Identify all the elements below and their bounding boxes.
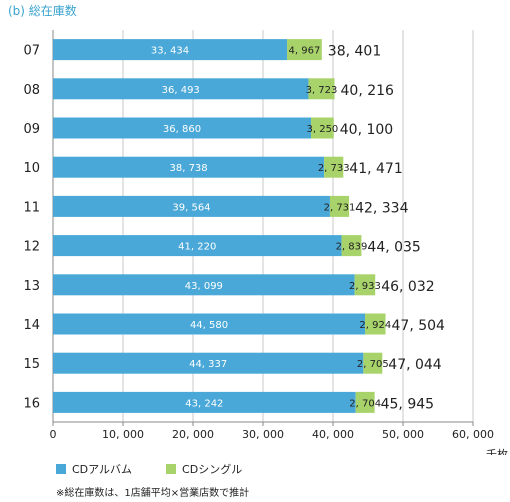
bar-album [53,313,366,335]
total-label: 41, 471 [349,161,402,177]
bar-single [363,352,383,374]
bar-album [53,391,356,413]
data-label-album: 39, 564 [172,202,210,213]
bar-album [53,235,342,257]
chart-title: (b) 総在庫数 [8,4,77,18]
data-label-single: 3, 723 [306,85,338,96]
data-label-single: 2, 839 [336,242,368,253]
x-tick-label: 30, 000 [242,428,284,441]
data-label-single: 2, 731 [324,202,356,213]
total-label: 45, 945 [381,396,434,412]
data-label-album: 33, 434 [151,46,189,57]
bar-single [329,195,350,217]
category-label: 10 [23,161,40,176]
x-tick-label: 50, 000 [382,428,424,441]
bar-single [354,274,376,296]
legend-label-album: CDアルバム [72,463,133,476]
category-label: 14 [23,318,40,333]
x-tick-label: 10, 000 [102,428,144,441]
category-label: 12 [23,240,40,255]
bar-album [53,274,355,296]
legend-item-single: CDシングル [166,461,242,477]
total-label: 46, 032 [381,279,434,295]
data-label-album: 36, 860 [163,124,201,135]
bar-single [308,78,335,100]
stacked-bar-chart: 0 10, 000 20, 000 30, 000 40, 000 50, 000 60, … [23,30,508,455]
category-label: 09 [23,122,40,137]
total-label: 44, 035 [367,240,420,256]
bar-album [53,117,312,139]
category-label: 13 [23,279,40,294]
category-label: 07 [23,44,40,59]
legend: CDアルバム CDシングル [56,461,276,477]
legend-label-single: CDシングル [182,463,243,476]
bar-album [53,352,364,374]
total-label: 42, 334 [355,200,409,216]
legend-swatch-single [166,464,177,474]
bar-single [341,235,362,257]
x-tick-label: 0 [50,428,57,441]
data-label-album: 36, 493 [162,85,200,96]
bar-single [287,39,322,61]
category-label: 15 [23,357,40,372]
x-tick-label: 40, 000 [312,428,354,441]
bar-single [365,313,386,335]
data-label-single: 2, 933 [349,281,381,292]
bar-album [53,156,325,178]
category-label: 11 [23,200,40,215]
data-label-album: 44, 337 [189,359,227,370]
data-label-album: 43, 242 [185,398,223,409]
data-label-single: 2, 705 [357,359,389,370]
legend-swatch-album [56,464,66,474]
total-label: 47, 504 [392,318,446,334]
data-label-album: 41, 220 [178,242,216,253]
bar-single [355,391,375,413]
bar-album [53,78,309,100]
total-label: 38, 401 [328,44,381,60]
data-label-album: 38, 738 [169,163,207,174]
footnote: ※総在庫数は、1店舗平均×営業店数で推計 [56,488,250,499]
bar-single [311,117,334,139]
x-axis-unit: 千枚 [486,447,508,455]
data-label-album: 44, 580 [190,320,228,331]
bar-single [324,156,344,178]
data-label-single: 4, 967 [289,46,321,57]
total-label: 47, 044 [388,357,442,373]
bar-album [53,39,288,61]
data-label-album: 43, 099 [185,281,223,292]
data-label-single: 2, 924 [359,320,391,331]
category-label: 08 [23,83,40,98]
total-label: 40, 216 [341,83,395,99]
data-label-single: 2, 704 [349,398,381,409]
data-label-single: 3, 250 [306,124,338,135]
bar-album [53,195,330,217]
category-label: 16 [23,396,40,411]
data-label-single: 2, 733 [318,163,350,174]
legend-item-album: CDアルバム [56,461,132,477]
total-label: 40, 100 [340,122,393,138]
x-tick-label: 20, 000 [172,428,214,441]
x-tick-label: 60, 000 [452,428,494,441]
